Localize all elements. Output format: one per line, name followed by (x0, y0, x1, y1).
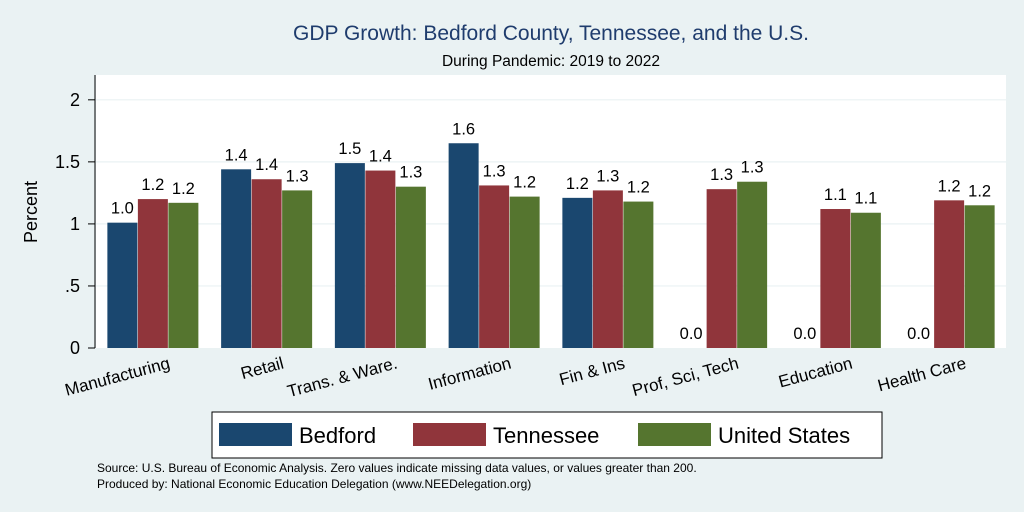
bar-bedford (334, 163, 365, 348)
data-label: 1.0 (111, 200, 134, 218)
bar-united-states (737, 181, 768, 348)
category-label: Fin & Ins (557, 354, 627, 390)
data-label: 1.3 (286, 167, 309, 185)
bar-tennessee (251, 179, 282, 348)
data-label: 1.2 (968, 182, 991, 200)
data-label: 0.0 (907, 325, 930, 343)
data-label: 1.4 (255, 156, 278, 174)
y-tick-label: 1.5 (55, 152, 80, 172)
legend-swatch-tennessee (413, 423, 486, 446)
legend-label: Tennessee (493, 423, 599, 448)
bar-tennessee (934, 200, 965, 348)
category-label: Information (426, 354, 513, 394)
data-label: 1.3 (399, 164, 422, 182)
chart-title: GDP Growth: Bedford County, Tennessee, a… (293, 22, 809, 45)
category-label: Retail (239, 354, 286, 384)
bars (107, 143, 995, 348)
data-label: 1.3 (741, 159, 764, 177)
bar-bedford (448, 143, 479, 348)
source-note: Source: U.S. Bureau of Economic Analysis… (97, 461, 697, 475)
data-label: 0.0 (793, 325, 816, 343)
bar-bedford (221, 169, 252, 348)
bar-united-states (850, 212, 881, 348)
data-label: 1.1 (854, 190, 877, 208)
bar-bedford (107, 222, 138, 348)
bar-tennessee (137, 199, 168, 348)
bar-united-states (282, 190, 313, 348)
data-label: 1.3 (483, 162, 506, 180)
y-tick-label: 1 (70, 214, 80, 234)
data-label: 1.2 (938, 177, 961, 195)
data-label: 1.4 (369, 148, 392, 166)
bar-united-states (395, 186, 426, 348)
legend-swatch-bedford (219, 423, 292, 446)
category-label: Education (776, 354, 854, 392)
legend-label: Bedford (299, 423, 376, 448)
category-label: Health Care (876, 354, 969, 396)
data-label: 0.0 (680, 325, 703, 343)
legend-box (211, 411, 883, 459)
bar-tennessee (479, 185, 510, 348)
y-tick-label: .5 (65, 276, 80, 296)
data-label: 1.2 (172, 180, 195, 198)
data-label: 1.2 (141, 176, 164, 194)
data-label: 1.6 (452, 120, 475, 138)
produced-by-note: Produced by: National Economic Education… (97, 477, 531, 491)
bar-united-states (964, 205, 995, 348)
y-axis-label: Percent (21, 181, 41, 243)
bar-bedford (562, 197, 593, 348)
bar-tennessee (820, 209, 851, 348)
x-axis-category-labels: Manufacturing Retail Trans. & Ware. Informa… (63, 354, 968, 402)
y-tick-label: 2 (70, 90, 80, 110)
bar-united-states (509, 196, 540, 348)
data-label: 1.1 (824, 186, 847, 204)
data-label: 1.3 (596, 167, 619, 185)
data-label: 1.3 (710, 166, 733, 184)
bar-tennessee (365, 170, 396, 348)
data-label: 1.2 (513, 174, 536, 192)
data-label: 1.4 (225, 146, 248, 164)
legend-label: United States (718, 423, 850, 448)
y-axis-ticks: 0 .5 1 1.5 2 (55, 90, 95, 358)
data-labels: 1.0 1.2 1.2 1.4 1.4 1.3 1.5 1.4 1.3 1.6 1.3 1.2 1.2 1… (111, 120, 991, 343)
bar-united-states (623, 201, 654, 348)
category-label: Prof, Sci, Tech (630, 354, 740, 401)
legend: Bedford Tennessee United States (211, 411, 883, 459)
legend-swatch-united-states (638, 423, 711, 446)
bar-tennessee (592, 190, 623, 348)
y-tick-label: 0 (70, 338, 80, 358)
category-label: Trans. & Ware. (285, 354, 399, 402)
bar-united-states (168, 202, 199, 348)
data-label: 1.2 (627, 179, 650, 197)
category-label: Manufacturing (63, 354, 172, 400)
bar-tennessee (706, 189, 737, 348)
data-label: 1.2 (566, 175, 589, 193)
data-label: 1.5 (338, 140, 361, 158)
chart-subtitle: During Pandemic: 2019 to 2022 (442, 53, 660, 70)
